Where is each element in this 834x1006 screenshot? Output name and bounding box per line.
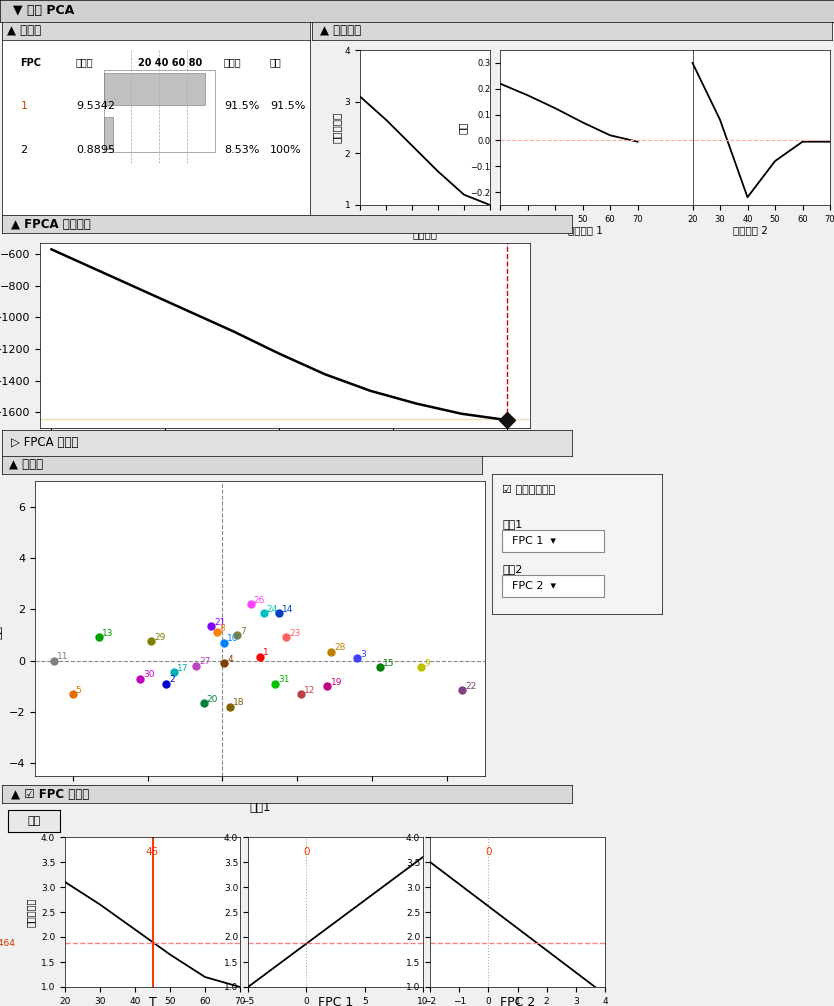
Text: 11: 11 <box>57 652 68 661</box>
Text: 9: 9 <box>425 659 430 668</box>
Bar <box>103 69 214 152</box>
Text: 9.5342: 9.5342 <box>76 102 115 112</box>
Text: ▲ 形状函数: ▲ 形状函数 <box>319 24 361 37</box>
Text: 27: 27 <box>199 657 211 666</box>
Text: 22: 22 <box>465 682 477 691</box>
Text: FPC 1: FPC 1 <box>318 997 353 1006</box>
Text: 4: 4 <box>228 655 233 664</box>
Text: 26: 26 <box>254 596 265 605</box>
Text: 成剴1: 成剴1 <box>502 519 522 529</box>
Text: 14: 14 <box>282 605 293 614</box>
Text: 10: 10 <box>228 635 239 643</box>
Text: 3: 3 <box>360 650 366 659</box>
Text: 45: 45 <box>146 847 159 857</box>
Text: 17: 17 <box>177 664 188 673</box>
Text: 20: 20 <box>207 694 219 703</box>
Text: 8: 8 <box>220 624 226 633</box>
Text: FPC 1  ▾: FPC 1 ▾ <box>512 536 556 546</box>
Text: 15: 15 <box>383 659 394 668</box>
Text: 7: 7 <box>240 627 246 636</box>
Text: T: T <box>148 997 157 1006</box>
Text: 31: 31 <box>278 675 289 684</box>
Text: 12: 12 <box>304 686 315 694</box>
Text: 1.870464: 1.870464 <box>0 939 16 948</box>
Text: ☑ 添加变量标签: ☑ 添加变量标签 <box>502 485 555 495</box>
Text: ▲ FPCA 模型选择: ▲ FPCA 模型选择 <box>11 217 90 230</box>
Text: FPC 2: FPC 2 <box>500 997 535 1006</box>
Text: 24: 24 <box>267 605 278 614</box>
Text: 91.5%: 91.5% <box>224 102 259 112</box>
Text: ▼ 函数 PCA: ▼ 函数 PCA <box>13 4 73 17</box>
Text: 29: 29 <box>154 633 166 642</box>
Text: 累积: 累积 <box>270 57 282 67</box>
Text: 13: 13 <box>102 629 113 638</box>
Text: 形状函数 1: 形状函数 1 <box>568 225 603 234</box>
Text: 20 40 60 80: 20 40 60 80 <box>138 57 202 67</box>
Y-axis label: 均匀性等级: 均匀性等级 <box>25 897 35 927</box>
Bar <box>103 117 113 149</box>
Text: 重置: 重置 <box>28 816 41 826</box>
Text: 1: 1 <box>21 102 28 112</box>
Y-axis label: 权重: 权重 <box>457 122 467 134</box>
Text: 2: 2 <box>21 145 28 155</box>
Text: 特征値: 特征値 <box>76 57 93 67</box>
X-axis label: 成分数: 成分数 <box>274 454 295 466</box>
X-axis label: 均値函数: 均値函数 <box>413 229 438 239</box>
Text: 100%: 100% <box>270 145 302 155</box>
Text: 28: 28 <box>334 643 345 652</box>
Text: ▲ 特征値: ▲ 特征値 <box>7 24 41 37</box>
X-axis label: 成剴1: 成剴1 <box>249 801 271 814</box>
Text: 5: 5 <box>76 686 81 694</box>
Text: 19: 19 <box>330 678 342 687</box>
Text: 1: 1 <box>263 649 269 658</box>
Y-axis label: 成剴2: 成剴2 <box>0 618 3 639</box>
Text: 0.8895: 0.8895 <box>76 145 115 155</box>
Text: FPC: FPC <box>21 57 42 67</box>
Text: 91.5%: 91.5% <box>270 102 305 112</box>
Text: 形状函数 2: 形状函数 2 <box>733 225 768 234</box>
Text: ▲ ☑ FPC 刻画器: ▲ ☑ FPC 刻画器 <box>11 788 88 801</box>
Bar <box>502 530 604 552</box>
Bar <box>103 73 205 105</box>
Text: 18: 18 <box>233 698 244 707</box>
Text: 百分比: 百分比 <box>224 57 241 67</box>
Text: 21: 21 <box>214 618 226 627</box>
Text: FPC 2  ▾: FPC 2 ▾ <box>512 581 556 591</box>
Y-axis label: 均匀性等级: 均匀性等级 <box>332 112 342 143</box>
Bar <box>502 574 604 598</box>
Text: 0: 0 <box>485 847 491 857</box>
Text: 0: 0 <box>303 847 309 857</box>
Text: 30: 30 <box>143 670 154 679</box>
Text: 23: 23 <box>289 629 300 638</box>
Text: 成剴2: 成剴2 <box>502 563 523 573</box>
Text: ▲ 得分图: ▲ 得分图 <box>9 459 43 472</box>
Text: ▷ FPCA 诊断图: ▷ FPCA 诊断图 <box>11 437 78 450</box>
Text: 2: 2 <box>169 675 175 684</box>
Text: 8.53%: 8.53% <box>224 145 259 155</box>
